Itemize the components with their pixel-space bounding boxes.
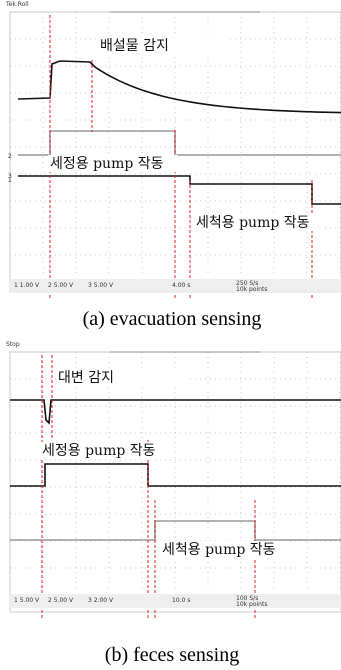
status-text: 3 5.00 V: [88, 282, 114, 289]
trace: [18, 131, 341, 155]
channel-label: 2: [8, 153, 12, 160]
scope-header: Stop: [6, 341, 20, 348]
caption: (b) feces sensing: [105, 644, 239, 666]
status-text: 3 2.00 V: [88, 597, 114, 604]
annotation: 배설물 감지: [100, 38, 169, 54]
caption: (a) evacuation sensing: [83, 308, 262, 330]
status-text: 10.0 s: [172, 597, 190, 604]
status-text: 4.00 s: [172, 282, 190, 289]
status-text: 1 1.00 V: [14, 282, 40, 289]
scope-frame: [10, 352, 341, 612]
annotation: 세정용 pump 작동: [42, 443, 156, 459]
status-text: 1 5.00 V: [14, 597, 40, 604]
annotation: 세척용 pump 작동: [196, 215, 310, 231]
status-text: 2 5.00 V: [48, 597, 74, 604]
annotation: 대변 감지: [58, 370, 114, 386]
status-text: 10k points: [236, 601, 267, 608]
channel-label: 3: [8, 173, 12, 180]
status-text: 10k points: [236, 286, 267, 293]
figure: Tek Roll Stop 배설물 감지세정용 pump 작동세척용 pump …: [0, 0, 341, 670]
annotation: 세정용 pump 작동: [50, 156, 164, 172]
status-text: 2 5.00 V: [48, 282, 74, 289]
trace: [10, 521, 341, 540]
trace: [18, 61, 341, 113]
trace: [10, 464, 341, 486]
annotation: 세척용 pump 작동: [162, 542, 276, 558]
trace: [10, 400, 341, 423]
scope-header: Tek Roll: [5, 1, 29, 8]
trace: [18, 176, 341, 204]
